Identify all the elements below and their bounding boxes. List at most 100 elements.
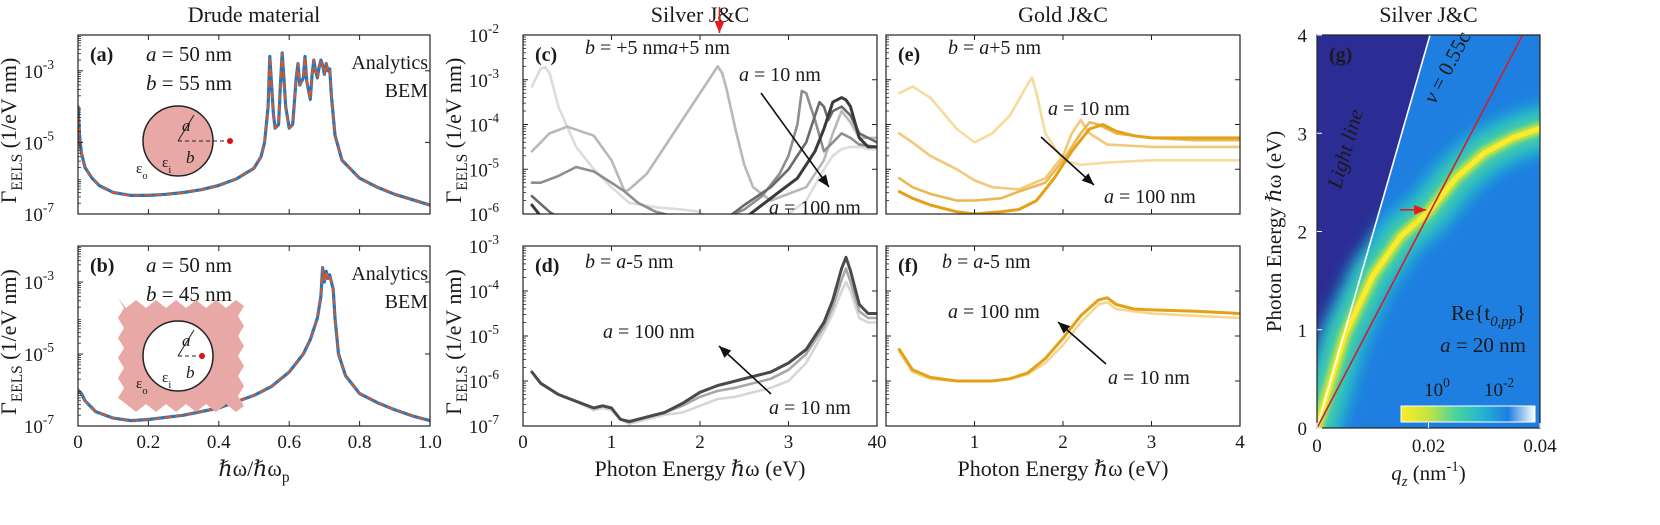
panel-header: Gold J&C (1018, 2, 1108, 27)
annotation-a-small-part: a (769, 397, 779, 419)
y-tick-label-part: -6 (488, 367, 499, 382)
annotation-b: b = +5 nma+5 nm (585, 37, 730, 59)
annotation-b-part: b (146, 282, 157, 306)
annotation-b-part: a (668, 37, 678, 59)
annotation-b-part: b (585, 251, 595, 273)
y-axis-label-part: EELS (454, 154, 471, 191)
inset-label-ei: εi (162, 370, 171, 391)
annotation-a-large-part: = 100 nm (779, 197, 861, 219)
inset-label-eo-part: ε (136, 376, 142, 392)
x-tick-label: 0 (1312, 436, 1322, 457)
annotation-a-small-part: = 10 nm (749, 64, 821, 86)
param-label-part: = 20 nm (1451, 333, 1526, 357)
annotation-a-large-part: = 100 nm (958, 301, 1040, 323)
x-tick-label: 2 (695, 432, 705, 453)
y-axis-label-part: Γ (441, 402, 466, 415)
quantity-label-part: 0,pp (1490, 314, 1516, 330)
annotation-a-small: a = 10 nm (769, 397, 851, 419)
annotation-a-large: a = 100 nm (603, 321, 695, 343)
series-line-c-2 (530, 89, 877, 214)
x-axis-label-part: ) (1459, 461, 1466, 485)
y-tick-label-part: -4 (488, 111, 499, 126)
y-tick-label-part: 10 (24, 417, 43, 438)
y-tick-label: 0 (1298, 419, 1308, 440)
annotation-b: b = a-5 nm (942, 251, 1031, 273)
inset-label-a: a (182, 331, 191, 350)
series-line-c-3 (530, 100, 877, 214)
colorbar-label-high-part: 10 (1424, 380, 1443, 401)
y-axis-label-part: EELS (454, 365, 471, 402)
panel-label: (f) (898, 255, 918, 277)
x-tick-label: 4 (1235, 432, 1245, 453)
series-group (530, 65, 877, 214)
y-tick-label: 10-3 (469, 232, 499, 258)
x-tick-label: 0.02 (1412, 436, 1445, 457)
x-axis-label-part: (nm (1407, 461, 1446, 485)
quantity-label: Re{t0,pp} (1451, 301, 1526, 330)
legend-analytics: Analytics (351, 52, 428, 74)
y-tick-label-part: 10 (469, 282, 488, 303)
panel-label: (b) (90, 255, 114, 277)
y-tick-label-part: 10 (469, 372, 488, 393)
y-tick-label: 10-3 (24, 57, 54, 83)
series-line-f-1 (897, 296, 1240, 383)
annotation-b-part: +5 nm (678, 37, 730, 59)
series-group (78, 266, 430, 423)
y-axis-label: ΓEELS (1/eV nm) (441, 269, 471, 415)
annotation-a-small-part: = 10 nm (1058, 98, 1130, 120)
inset-label-b-part: b (186, 363, 195, 382)
y-tick-label-part: 10 (469, 116, 488, 137)
inset-label-ei-part: ε (162, 370, 168, 386)
axes-frame (77, 34, 431, 215)
annotation-a-part: = 50 nm (157, 42, 232, 66)
y-axis-label-part: (1/eV nm) (0, 58, 21, 154)
y-tick-label: 10-5 (469, 155, 499, 181)
y-tick-label-part: 10 (24, 205, 43, 226)
y-tick-label: 10-7 (469, 412, 499, 438)
x-axis-label-part: z (1401, 474, 1408, 490)
series-line-a-1 (78, 52, 430, 206)
y-tick-label-part: 10 (24, 345, 43, 366)
panel-label: (a) (90, 44, 113, 66)
series-line-b-1 (78, 266, 430, 422)
annotation-a-small: a = 10 nm (739, 64, 821, 86)
series-line-d-0 (530, 280, 877, 426)
x-tick-label: 0.4 (207, 432, 231, 453)
inset-radius-a (177, 329, 195, 357)
x-axis-label-part: q (1391, 461, 1402, 485)
annotation-b: b = 55 nm (146, 71, 232, 95)
peak-marker-arrow-head (714, 21, 725, 33)
y-axis-label-part: EELS (9, 365, 26, 402)
quantity-label-part: } (1516, 301, 1526, 325)
annotation-b: b = a-5 nm (585, 251, 674, 273)
x-tick-label: 3 (1147, 432, 1157, 453)
colorbar-label-high: 100 (1424, 375, 1450, 401)
annotation-b: b = a+5 nm (948, 37, 1042, 59)
x-axis-label: Photon Energy ℏω (eV) (595, 456, 806, 481)
panel-header: Silver J&C (1379, 2, 1477, 27)
annotation-a-large-part: = 100 nm (613, 321, 695, 343)
x-axis-label-part: Photon Energy ℏω (eV) (595, 456, 806, 481)
y-axis-label-part: (1/eV nm) (441, 269, 466, 365)
heatmap-body (1317, 35, 1540, 428)
param-label: a = 20 nm (1440, 333, 1526, 357)
y-tick-label-part: -7 (43, 412, 54, 427)
y-tick-label: 10-4 (469, 277, 499, 303)
series-line-c-4 (530, 96, 877, 214)
y-axis-label: ΓEELS (1/eV nm) (441, 58, 471, 204)
x-tick-label: 3 (784, 432, 794, 453)
annotation-a-small-part: a (1048, 98, 1058, 120)
y-axis-label-part: Γ (0, 190, 21, 203)
annotation-a-small-part: a (739, 64, 749, 86)
annotation-a: a = 50 nm (146, 42, 232, 66)
y-tick-label-part: 10 (24, 62, 43, 83)
y-tick-label: 10-5 (24, 128, 54, 154)
panel-label: (g) (1329, 44, 1352, 66)
y-tick-label-part: 10 (24, 273, 43, 294)
y-tick-label-part: -3 (488, 232, 499, 247)
annotation-a-large-part: a (603, 321, 613, 343)
annotation-b-part: -5 nm (983, 251, 1031, 273)
annotation-b-part: a (616, 251, 626, 273)
annotation-a-part: a (146, 42, 157, 66)
